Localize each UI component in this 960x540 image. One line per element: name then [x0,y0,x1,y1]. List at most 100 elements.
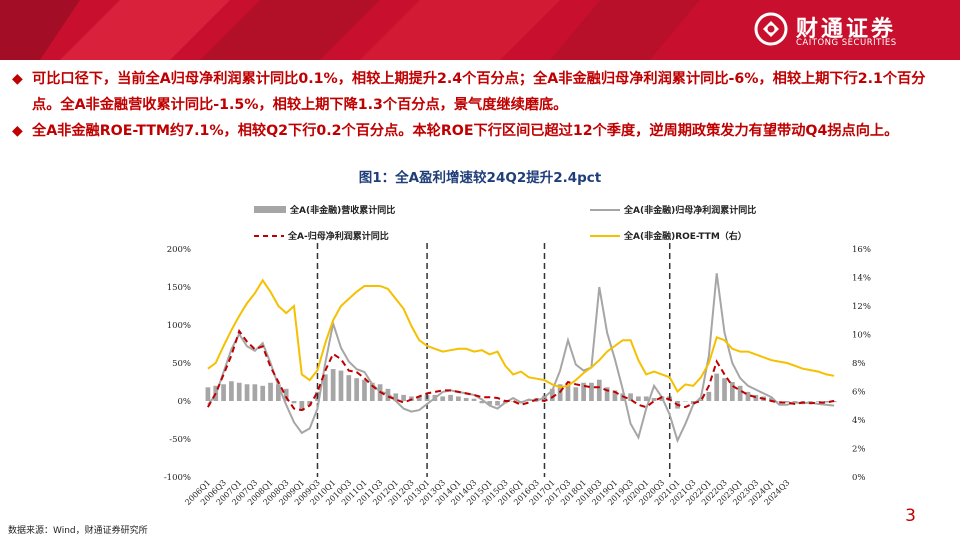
y-left-tick-label: 200% [167,245,191,255]
revenue-bar [322,374,328,401]
revenue-bar [729,382,735,401]
revenue-bar [769,397,774,401]
revenue-bar [260,385,266,401]
legend-np-all: 全A-归母净利润累计同比 [287,230,389,242]
banner-background [0,0,960,60]
revenue-bar [745,391,751,401]
revenue-bar [549,388,555,401]
revenue-bar [510,401,516,402]
summary-bullets: ◆ 可比口径下，当前全A归母净利润累计同比0.1%，相较上期提升2.4个百分点；… [12,66,942,144]
y-right-tick-label: 2% [852,445,866,455]
revenue-bar [714,373,720,401]
revenue-bar [393,393,399,401]
revenue-bar [495,401,500,406]
revenue-bar [596,379,602,401]
bullet-text: 全A非金融ROE-TTM约7.1%，相较Q2下行0.2个百分点。本轮ROE下行区… [32,123,899,139]
revenue-bar [369,382,375,401]
revenue-bar [456,396,461,401]
revenue-bar [776,401,782,402]
bullet-item: ◆ 可比口径下，当前全A归母净利润累计同比0.1%，相较上期提升2.4个百分点；… [12,66,942,118]
revenue-bar [299,401,305,411]
revenue-bar [283,388,289,401]
diamond-bullet-icon: ◆ [12,123,23,139]
plot-area: 200% 150% 100% 50% 0% -50% -100% 16% 14% 12% 10% 8%… [164,243,871,507]
brand-name-en: CAITONG SECURITIES [796,38,897,48]
diamond-bullet-icon: ◆ [12,71,23,87]
revenue-bar [221,384,226,401]
revenue-bar [823,401,829,403]
revenue-bar [800,401,806,402]
y-right-tick-label: 10% [852,331,871,341]
revenue-bar [643,396,649,401]
revenue-bar [330,369,336,401]
revenue-bar [651,397,657,401]
bullet-text: 可比口径下，当前全A归母净利润累计同比0.1%，相较上期提升2.4个百分点；全A… [32,71,926,113]
data-source: 数据来源：Wind，财通证券研究所 [8,526,148,536]
revenue-bar [229,381,234,401]
revenue-bar [816,401,821,402]
revenue-bar [565,384,571,401]
page-number: 3 [905,506,916,526]
legend-np-nonfin: 全A(非金融)归母净利润累计同比 [623,204,756,216]
np-nonfin-line [207,273,835,444]
y-right-tick-label: 12% [852,302,871,312]
brand-name-cn: 财通证券 [796,17,897,42]
y-right-tick-label: 6% [852,388,866,398]
revenue-bar [737,385,743,401]
revenue-bar [401,394,406,401]
legend-revenue: 全A(非金融)营收累计同比 [289,204,395,216]
revenue-bar [416,396,422,401]
revenue-bar [573,387,579,401]
revenue-bar [628,393,633,401]
revenue-bar [205,387,211,401]
y-left-tick-label: 100% [167,321,191,331]
revenue-bar [581,382,586,401]
y-right-tick-label: 8% [852,359,866,369]
revenue-bar [346,375,352,401]
bullet-item: ◆ 全A非金融ROE-TTM约7.1%，相较Q2下行0.2个百分点。本轮ROE下… [12,118,942,144]
y-right-tick-label: 4% [852,416,866,426]
y-right-tick-label: 14% [852,274,871,284]
revenue-bar [722,378,727,401]
y-left-tick-label: -50% [169,435,191,445]
revenue-bar [448,394,453,401]
revenue-bar [440,396,446,401]
revenue-bar [338,370,344,401]
revenue-bar [268,382,273,401]
revenue-bar [612,390,618,401]
revenue-bar [706,391,712,401]
figure-title: 图1：全A盈利增速较24Q2提升2.4pct [358,170,602,186]
revenue-bar [236,382,242,401]
revenue-bar [252,384,258,401]
revenue-bar [487,401,493,405]
y-right-tick-label: 16% [852,245,871,255]
revenue-bar [471,398,477,401]
revenue-bar [753,394,759,401]
y-left-tick-label: 0% [178,397,192,407]
revenue-bar [307,401,313,406]
revenue-bar [291,401,297,404]
revenue-bar [698,399,704,401]
revenue-bar [589,382,594,401]
y-right-tick-label: 0% [852,473,866,483]
y-left-tick-label: -100% [164,473,191,483]
revenue-bar [362,379,367,401]
revenue-bar [385,388,391,401]
profit-growth-chart: 全A(非金融)营收累计同比 全A(非金融)归母净利润累计同比 全A-归母净利润累… [164,204,871,507]
revenue-bar [636,396,641,401]
brand-logo: 财通证券 CAITONG SECURITIES [754,8,934,52]
np-all-line [207,328,835,412]
legend-swatch-revenue [254,206,286,213]
legend-roe: 全A(非金融)ROE-TTM（右） [623,230,747,242]
chart-legend: 全A(非金融)营收累计同比 全A(非金融)归母净利润累计同比 全A-归母净利润累… [254,204,756,242]
revenue-bar [604,387,610,401]
revenue-bar [683,401,688,402]
revenue-bar [479,401,485,404]
revenue-bar [808,401,813,402]
revenue-bar [463,397,469,401]
brand-emblem-icon [754,12,788,46]
roe-line [207,278,835,394]
revenue-bar [784,401,790,403]
revenue-bar [276,384,281,401]
revenue-bar [244,384,250,401]
